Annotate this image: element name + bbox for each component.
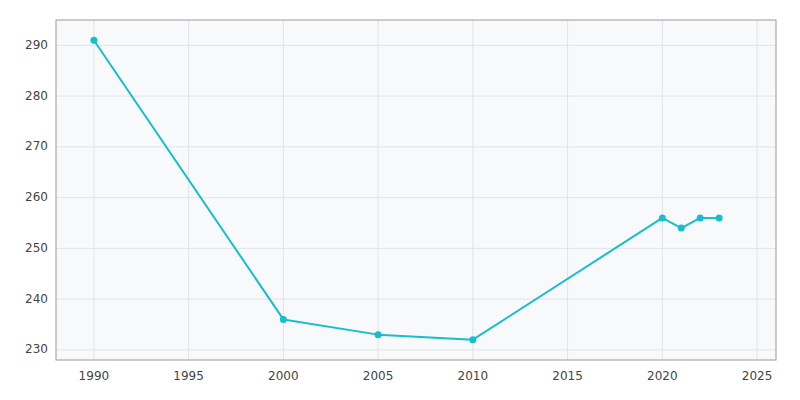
y-tick-label: 230: [25, 342, 48, 356]
data-point: [697, 214, 704, 221]
data-point: [469, 336, 476, 343]
y-grid-line: [56, 96, 776, 97]
x-tick-label: 1995: [173, 369, 204, 383]
plot-area: [56, 20, 776, 360]
y-tick-label: 280: [25, 89, 48, 103]
y-grid-line: [56, 248, 776, 249]
chart-container: 230 240 250 260 270 280 290 1990 1995 2000 2005 201…: [0, 0, 800, 400]
x-grid-line: [93, 20, 94, 360]
data-point: [90, 37, 97, 44]
x-tick-label: 2005: [363, 369, 394, 383]
x-grid-line: [662, 20, 663, 360]
x-grid-line: [472, 20, 473, 360]
chart-svg: 230 240 250 260 270 280 290 1990 1995 2000 2005 201…: [0, 0, 800, 400]
grid: [56, 20, 776, 360]
axes: 230 240 250 260 270 280 290 1990 1995 2000 2005 201…: [25, 38, 772, 383]
x-tick-label: 1990: [79, 369, 110, 383]
y-tick-label: 260: [25, 190, 48, 204]
x-tick-label: 2000: [268, 369, 299, 383]
data-point: [659, 214, 666, 221]
x-tick-label: 2025: [742, 369, 773, 383]
x-tick-label: 2015: [552, 369, 583, 383]
x-grid-line: [567, 20, 568, 360]
y-grid-line: [56, 197, 776, 198]
y-grid-line: [56, 349, 776, 350]
y-tick-label: 270: [25, 139, 48, 153]
data-point: [375, 331, 382, 338]
data-layer: [90, 37, 722, 343]
data-point: [716, 214, 723, 221]
x-grid-line: [378, 20, 379, 360]
plot-frame: [56, 20, 776, 360]
y-grid-line: [56, 45, 776, 46]
y-tick-label: 240: [25, 292, 48, 306]
x-tick-label: 2010: [458, 369, 489, 383]
x-tick-label: 2020: [647, 369, 678, 383]
data-line: [94, 40, 719, 339]
y-grid-line: [56, 146, 776, 147]
y-grid-line: [56, 299, 776, 300]
x-grid-line: [283, 20, 284, 360]
data-point: [280, 316, 287, 323]
data-point: [678, 225, 685, 232]
y-tick-label: 250: [25, 241, 48, 255]
x-grid-line: [188, 20, 189, 360]
y-tick-label: 290: [25, 38, 48, 52]
x-grid-line: [757, 20, 758, 360]
